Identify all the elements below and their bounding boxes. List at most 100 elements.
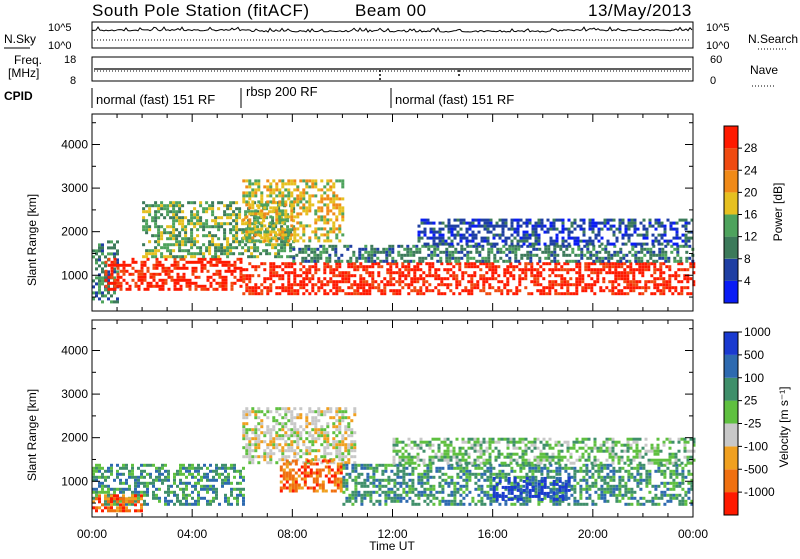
heatmap-cell [423, 491, 426, 494]
heatmap-cell [594, 482, 597, 485]
heatmap-cell [213, 264, 216, 267]
heatmap-cell [425, 286, 428, 289]
heatmap-cell [217, 255, 220, 258]
heatmap-cell [215, 464, 218, 467]
heatmap-cell [192, 282, 195, 285]
heatmap-cell [284, 212, 287, 215]
heatmap-cell [332, 431, 335, 434]
heatmap-cell [554, 289, 557, 292]
heatmap-cell [194, 503, 197, 506]
heatmap-cell [577, 254, 580, 257]
heatmap-cell [661, 225, 664, 228]
heatmap-cell [556, 243, 559, 246]
heatmap-cell [262, 249, 265, 252]
heatmap-cell [397, 245, 400, 248]
heatmap-cell [187, 237, 190, 240]
heatmap-cell [607, 240, 610, 243]
heatmap-cell [178, 222, 181, 225]
heatmap-cell [360, 500, 363, 503]
heatmap-cell [98, 506, 101, 509]
heatmap-cell [686, 277, 689, 280]
heatmap-cell [506, 283, 509, 286]
heatmap-cell [329, 209, 332, 212]
heatmap-cell [329, 239, 332, 242]
heatmap-cell [353, 280, 356, 283]
heatmap-cell [269, 182, 272, 185]
heatmap-cell [219, 282, 222, 285]
heatmap-cell [302, 452, 305, 455]
heatmap-cell [229, 252, 232, 255]
heatmap-cell [296, 413, 299, 416]
heatmap-cell [353, 289, 356, 292]
heatmap-cell [656, 283, 659, 286]
heatmap-cell [355, 260, 358, 263]
heatmap-cell [119, 482, 122, 485]
heatmap-cell [305, 185, 308, 188]
heatmap-cell [98, 246, 101, 249]
heatmap-cell [366, 476, 369, 479]
heatmap-cell [296, 434, 299, 437]
heatmap-cell [178, 243, 181, 246]
heatmap-cell [473, 283, 476, 286]
heatmap-cell [278, 215, 281, 218]
heatmap-cell [159, 288, 162, 291]
heatmap-cell [239, 476, 242, 479]
heatmap-cell [128, 485, 131, 488]
heatmap-cell [477, 488, 480, 491]
heatmap-cell [465, 482, 468, 485]
heatmap-cell [299, 274, 302, 277]
heatmap-cell [557, 268, 560, 271]
heatmap-cell [145, 225, 148, 228]
heatmap-cell [376, 248, 379, 251]
heatmap-cell [667, 240, 670, 243]
heatmap-cell [172, 216, 175, 219]
heatmap-cell [338, 422, 341, 425]
heatmap-cell [284, 200, 287, 203]
heatmap-cell [623, 268, 626, 271]
heatmap-cell [272, 236, 275, 239]
heatmap-cell [664, 251, 667, 254]
heatmap-cell [615, 470, 618, 473]
heatmap-cell [496, 234, 499, 237]
heatmap-cell [329, 200, 332, 203]
heatmap-cell [232, 246, 235, 249]
heatmap-cell [278, 212, 281, 215]
heatmap-cell [134, 491, 137, 494]
heatmap-cell [326, 197, 329, 200]
heatmap-cell [208, 252, 211, 255]
heatmap-cell [661, 243, 664, 246]
colorbar-swatch [724, 281, 738, 303]
heatmap-cell [111, 288, 114, 291]
heatmap-cell [290, 179, 293, 182]
heatmap-cell [547, 254, 550, 257]
heatmap-cell [345, 479, 348, 482]
heatmap-cell [569, 292, 572, 295]
heatmap-cell [248, 191, 251, 194]
heatmap-cell [301, 248, 304, 251]
heatmap-cell [332, 446, 335, 449]
heatmap-cell [275, 461, 278, 464]
heatmap-cell [269, 271, 272, 274]
heatmap-cell [595, 237, 598, 240]
heatmap-cell [643, 248, 646, 251]
heatmap-cell [365, 280, 368, 283]
heatmap-cell [226, 207, 229, 210]
heatmap-cell [251, 227, 254, 230]
heatmap-cell [290, 446, 293, 449]
heatmap-cell [215, 470, 218, 473]
heatmap-cell [145, 255, 148, 258]
heatmap-cell [380, 292, 383, 295]
heatmap-cell [562, 237, 565, 240]
heatmap-cell [396, 467, 399, 470]
heatmap-cell [526, 251, 529, 254]
heatmap-cell [556, 234, 559, 237]
heatmap-cell [338, 206, 341, 209]
heatmap-cell [296, 212, 299, 215]
heatmap-cell [248, 280, 251, 283]
heatmap-cell [320, 428, 323, 431]
heatmap-cell [263, 455, 266, 458]
heatmap-cell [438, 482, 441, 485]
heatmap-cell [389, 268, 392, 271]
heatmap-cell [95, 464, 98, 467]
heatmap-cell [341, 437, 344, 440]
